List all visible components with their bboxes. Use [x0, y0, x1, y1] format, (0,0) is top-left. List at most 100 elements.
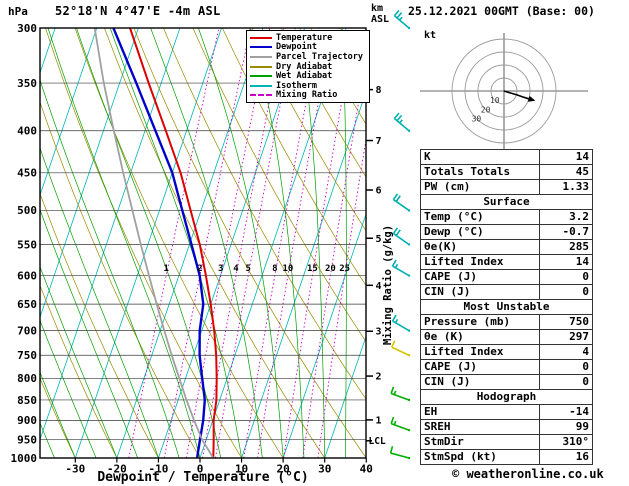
- wind-barb: [389, 446, 411, 460]
- svg-text:25: 25: [339, 264, 350, 274]
- table-row: Totals Totals 45: [420, 164, 593, 180]
- svg-text:3: 3: [376, 327, 382, 338]
- svg-text:900: 900: [17, 414, 37, 427]
- svg-text:450: 450: [17, 167, 37, 180]
- hodograph-ring: [451, 38, 557, 144]
- table-row-label: θe(K): [420, 239, 540, 255]
- svg-text:40: 40: [360, 463, 373, 476]
- legend-item: Isotherm: [250, 81, 366, 91]
- legend-line-swatch: [250, 55, 272, 58]
- svg-text:600: 600: [17, 269, 37, 282]
- table-section-row: Surface: [420, 194, 593, 210]
- svg-text:10: 10: [235, 463, 248, 476]
- table-row: PW (cm) 1.33: [420, 179, 593, 195]
- table-row-value: 0: [539, 284, 593, 300]
- table-row-label: K: [420, 149, 540, 165]
- svg-text:5: 5: [376, 234, 382, 245]
- table-row: CAPE (J) 0: [420, 269, 593, 285]
- svg-text:8: 8: [272, 264, 277, 274]
- table-row-value: 4: [539, 344, 593, 360]
- svg-text:30: 30: [318, 463, 331, 476]
- svg-text:20: 20: [277, 463, 290, 476]
- wind-barb: [393, 9, 411, 30]
- wind-barb: [391, 314, 411, 332]
- table-section-row: Most Unstable: [420, 299, 593, 315]
- table-row-label: EH: [420, 404, 540, 420]
- svg-text:400: 400: [17, 125, 37, 138]
- table-row: StmDir 310°: [420, 434, 593, 450]
- pressure-axis-unit: hPa: [8, 5, 28, 18]
- station-title: 52°18'N 4°47'E -4m ASL: [55, 4, 221, 18]
- legend-item: Dewpoint: [250, 42, 366, 53]
- table-row-label: StmDir: [420, 434, 540, 450]
- svg-text:650: 650: [17, 298, 37, 311]
- svg-text:-30: -30: [65, 463, 85, 476]
- wind-barbs-column: [389, 9, 411, 460]
- plot-frame: [39, 27, 367, 459]
- table-row-value: 0: [539, 374, 593, 390]
- legend-item: Mixing Ratio: [250, 90, 366, 100]
- table-section-label: Surface: [420, 194, 593, 210]
- table-row-value: 0: [539, 269, 593, 285]
- legend-label: Dewpoint: [276, 42, 317, 53]
- svg-text:550: 550: [17, 238, 37, 251]
- storm-motion-arrow: [527, 95, 536, 102]
- svg-text:-10: -10: [148, 463, 168, 476]
- table-row: Pressure (mb) 750: [420, 314, 593, 330]
- table-row-value: 285: [539, 239, 593, 255]
- legend-line-swatch: [250, 75, 272, 78]
- table-row-value: 1.33: [539, 179, 593, 195]
- temp-tick-labels: -30 -20 -10 0 10 20 30 40 Dewpoint / Temperature…: [65, 458, 373, 485]
- table-section-label: Hodograph: [420, 389, 593, 405]
- table-row: CIN (J) 0: [420, 284, 593, 300]
- legend-item: Parcel Trajectory: [250, 52, 366, 62]
- plot-area: [40, 28, 366, 458]
- table-row: StmSpd (kt) 16: [420, 449, 593, 465]
- table-section-label: Most Unstable: [420, 299, 593, 315]
- hodograph-ring: [477, 64, 531, 118]
- legend-item: Wet Adiabat: [250, 71, 366, 81]
- lcl-label: LCL: [369, 436, 386, 447]
- km-tick-labels: 1 2 3 4 5 6 7 8 LCL: [366, 85, 386, 447]
- hodograph-ring-label: 30: [472, 115, 482, 124]
- hodograph-ring: [464, 51, 544, 131]
- svg-text:4: 4: [376, 281, 382, 292]
- table-row-label: CAPE (J): [420, 269, 540, 285]
- svg-text:750: 750: [17, 349, 37, 362]
- indices-table: K 14 Totals Totals 45 PW (cm) 1.33 Surface Temp…: [420, 149, 593, 465]
- legend-label: Wet Adiabat: [276, 71, 333, 82]
- svg-text:350: 350: [17, 77, 37, 90]
- x-axis-title: Dewpoint / Temperature (°C): [97, 470, 308, 485]
- wind-barb: [391, 340, 411, 357]
- table-row-value: 16: [539, 449, 593, 465]
- svg-text:20: 20: [325, 264, 336, 274]
- copyright: © weatheronline.co.uk: [452, 467, 604, 481]
- hodograph-ring-label: 10: [490, 96, 500, 105]
- hodograph-ring: [490, 77, 518, 105]
- table-row: EH -14: [420, 404, 593, 420]
- wind-barb: [392, 227, 411, 246]
- table-row-value: 3.2: [539, 209, 593, 225]
- table-row-label: CAPE (J): [420, 359, 540, 375]
- svg-text:950: 950: [17, 433, 37, 446]
- svg-text:1000: 1000: [11, 452, 38, 465]
- legend-label: Dry Adiabat: [276, 61, 333, 72]
- legend-line-swatch: [250, 84, 272, 87]
- table-row: SREH 99: [420, 419, 593, 435]
- legend-line-swatch: [250, 46, 272, 49]
- svg-text:5: 5: [245, 264, 250, 274]
- table-row-value: 14: [539, 254, 593, 270]
- skewt-chart: 3003504004505005506006507007508008509009…: [11, 9, 411, 485]
- legend-label: Temperature: [276, 32, 333, 43]
- hodograph-trace: [503, 90, 529, 100]
- svg-text:8: 8: [376, 85, 382, 96]
- table-row-value: 310°: [539, 434, 593, 450]
- legend-label: Isotherm: [276, 80, 317, 91]
- svg-text:800: 800: [17, 372, 37, 385]
- mixing-ratio-value-labels: 1 2 3 4 5 8 10 15 20 25: [163, 264, 350, 274]
- table-row-value: 99: [539, 419, 593, 435]
- legend-line-swatch: [250, 65, 272, 68]
- table-row: K 14: [420, 149, 593, 165]
- table-row-value: 45: [539, 164, 593, 180]
